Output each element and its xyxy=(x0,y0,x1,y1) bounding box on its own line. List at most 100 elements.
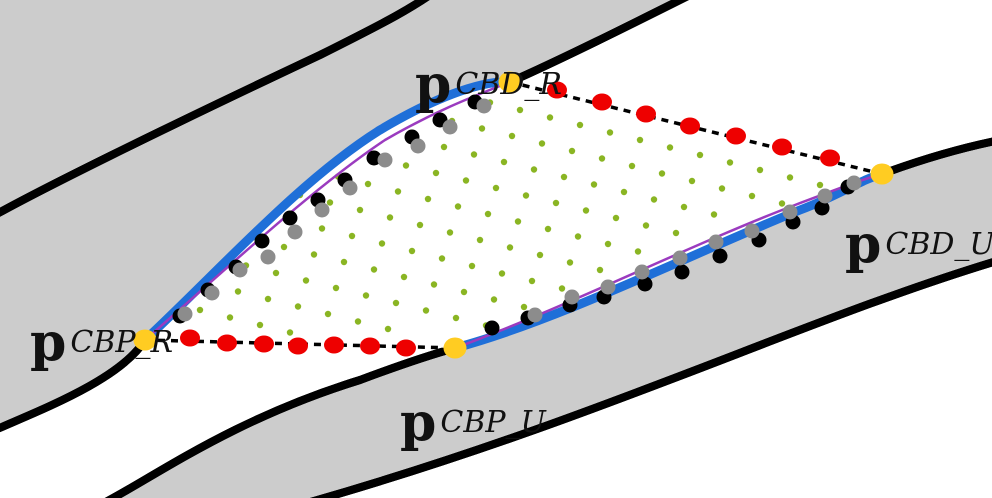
green-dot xyxy=(786,174,794,181)
red-dot xyxy=(360,337,380,355)
black-dot xyxy=(712,248,728,264)
green-dot xyxy=(408,247,416,255)
green-dot xyxy=(462,177,470,184)
red-dot xyxy=(547,81,567,99)
upper-road-top-edge-line xyxy=(0,0,430,217)
gray-dot xyxy=(377,152,393,168)
green-dot xyxy=(470,151,478,158)
gray-dot xyxy=(782,204,798,220)
green-dot xyxy=(514,218,522,225)
green-dot xyxy=(596,266,604,274)
gray-dot xyxy=(410,138,426,154)
label-cbp-u: p CBP_U xyxy=(400,392,548,453)
green-dot xyxy=(560,173,568,181)
label-cbp-r: p CBP_R xyxy=(30,312,173,373)
green-dot xyxy=(498,270,506,277)
gray-dot xyxy=(260,249,276,265)
green-dot xyxy=(552,199,560,207)
green-dot xyxy=(530,166,538,173)
red-dot xyxy=(680,117,700,135)
green-dot xyxy=(516,106,524,114)
green-dot xyxy=(658,170,666,177)
green-dot xyxy=(196,306,204,314)
green-dot xyxy=(536,251,544,259)
green-dot xyxy=(402,162,410,169)
green-dot xyxy=(354,318,362,325)
green-dot xyxy=(710,211,718,218)
gray-dot xyxy=(634,264,650,280)
green-dot xyxy=(422,307,430,314)
green-dot xyxy=(460,288,468,296)
label-cbd-u-main: p xyxy=(845,214,881,275)
black-dot xyxy=(484,320,500,336)
green-dot xyxy=(424,195,432,203)
green-dot xyxy=(432,169,440,177)
green-dot xyxy=(256,321,264,329)
endpoint-dot xyxy=(133,329,157,351)
green-dot xyxy=(364,180,372,188)
green-dot xyxy=(680,203,688,211)
green-dot xyxy=(558,285,566,292)
green-dot xyxy=(636,136,644,144)
red-dot xyxy=(180,329,200,347)
green-dot xyxy=(468,262,476,270)
endpoints xyxy=(133,71,894,359)
green-dot xyxy=(302,277,310,284)
green-dot xyxy=(508,132,516,140)
green-dot xyxy=(598,155,606,162)
green-dot xyxy=(484,210,492,218)
green-dot xyxy=(756,166,764,174)
green-dot xyxy=(362,292,370,299)
green-dot xyxy=(520,303,528,311)
endpoint-dot xyxy=(870,163,894,185)
green-dot xyxy=(394,188,402,195)
label-cbp-r-main: p xyxy=(30,312,66,373)
label-cbp-u-sub: CBP_U xyxy=(440,405,547,440)
green-dot xyxy=(280,243,288,251)
gray-dot xyxy=(708,234,724,250)
green-dot xyxy=(226,314,234,321)
endpoint-dot xyxy=(443,337,467,359)
endpoint-dot xyxy=(498,71,522,93)
green-dot xyxy=(566,259,574,266)
red-dot xyxy=(592,93,612,111)
label-cbd-r-sub: CBD_R xyxy=(455,67,562,102)
upper-boundary-blue xyxy=(141,77,511,344)
green-dot xyxy=(628,162,636,170)
green-dot xyxy=(500,158,508,166)
green-dot xyxy=(634,248,642,255)
inner-boundary-points xyxy=(177,98,862,323)
gap-region xyxy=(145,81,882,348)
green-dot xyxy=(378,240,386,247)
green-dot xyxy=(490,296,498,303)
gray-dot xyxy=(342,180,358,196)
red-dot xyxy=(324,336,344,354)
green-dot xyxy=(326,199,334,206)
green-dot xyxy=(386,214,394,221)
green-dot xyxy=(546,114,554,121)
black-dot xyxy=(637,276,653,292)
green-dot xyxy=(348,232,356,240)
green-dot xyxy=(332,284,340,292)
green-dot xyxy=(582,207,590,214)
green-dot xyxy=(726,159,734,166)
green-dot xyxy=(478,125,486,132)
green-dot xyxy=(666,144,674,151)
label-cbd-r-main: p xyxy=(415,54,451,115)
green-dot xyxy=(392,299,400,307)
gray-dot xyxy=(600,279,616,295)
green-dot xyxy=(318,225,326,232)
green-dot xyxy=(370,266,378,273)
interior-sample-points xyxy=(196,99,824,336)
gray-dot xyxy=(564,289,580,305)
green-dot xyxy=(440,143,448,151)
bridging-points xyxy=(180,81,840,357)
green-dot xyxy=(650,196,658,203)
red-dot xyxy=(396,339,416,357)
green-dot xyxy=(446,229,454,236)
green-dot xyxy=(286,329,294,336)
green-dot xyxy=(384,325,392,333)
green-dot xyxy=(438,255,446,262)
green-dot xyxy=(476,236,484,244)
